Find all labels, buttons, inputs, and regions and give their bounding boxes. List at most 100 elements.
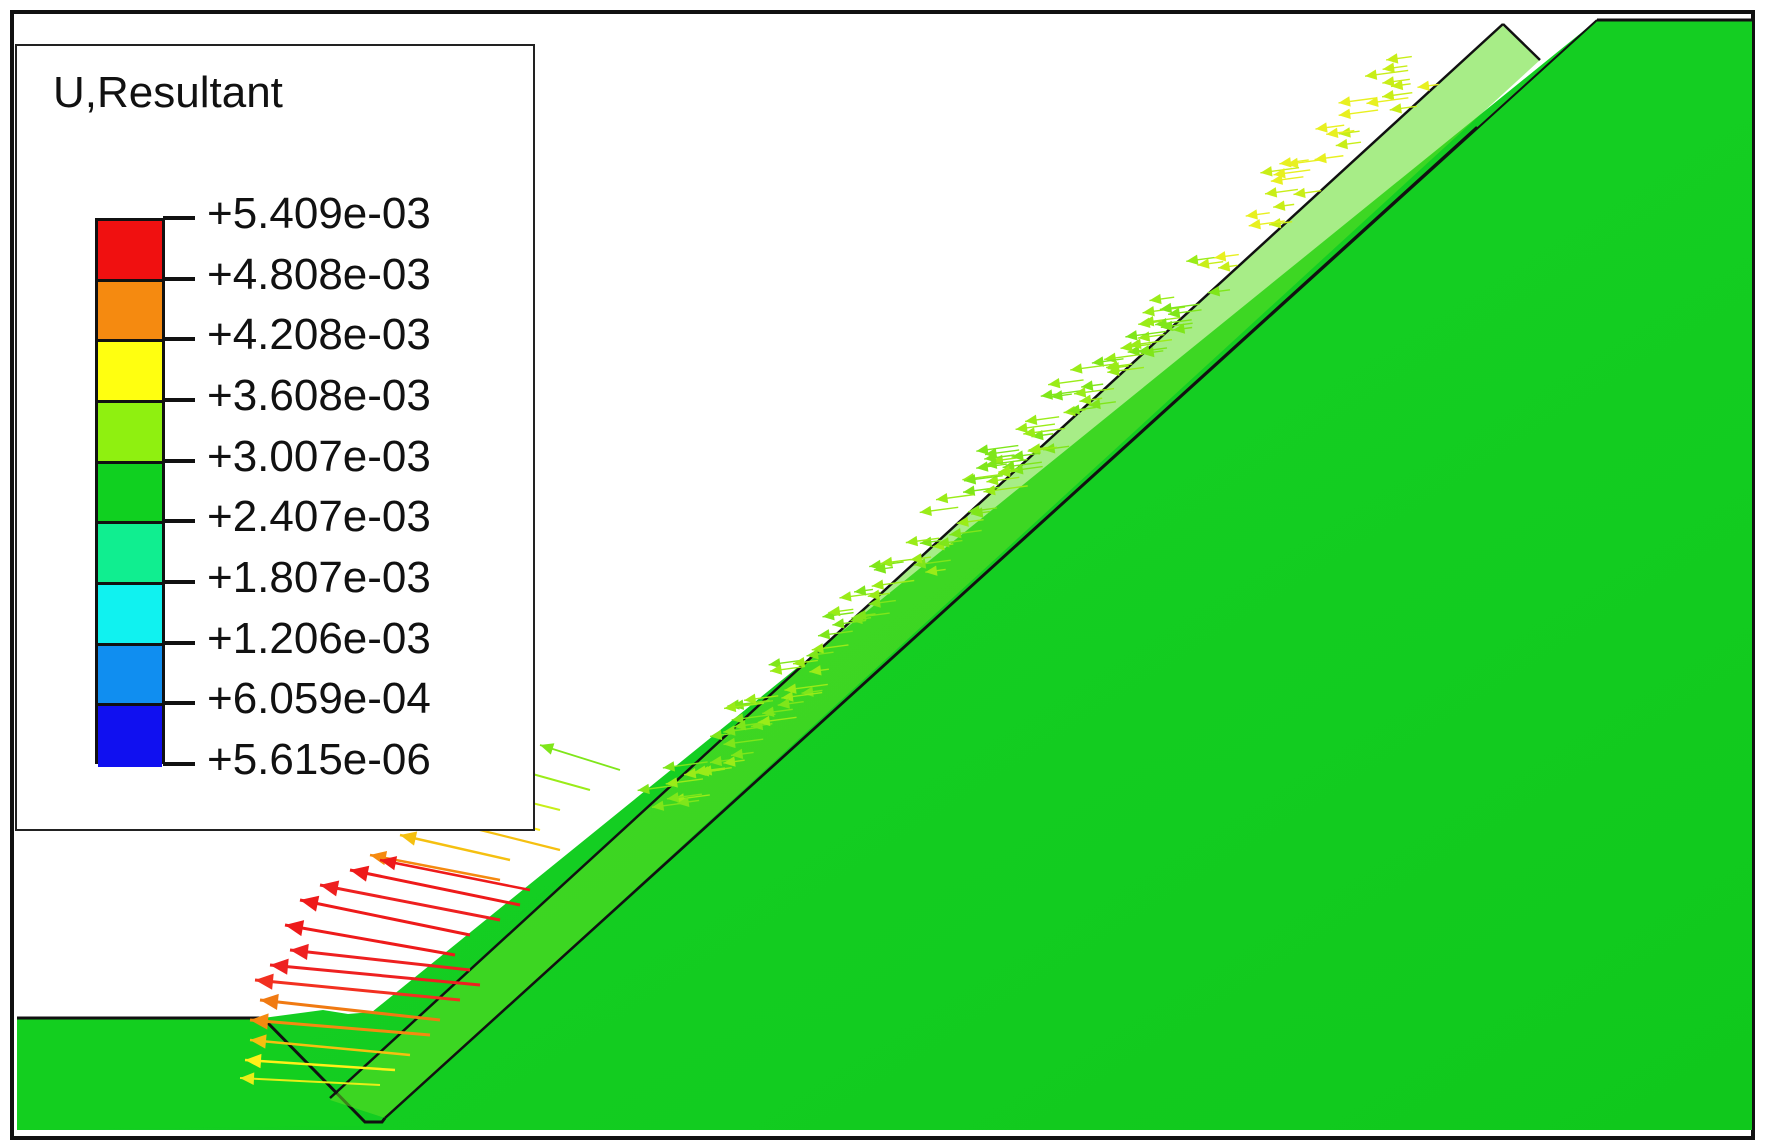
vector-head [1286, 157, 1299, 169]
vector-head [809, 665, 822, 676]
vector-head [709, 755, 723, 767]
vector-head [1315, 122, 1328, 133]
legend-value-label: +3.608e-03 [207, 371, 431, 420]
vector-head [983, 485, 996, 496]
vector-head [723, 756, 736, 767]
legend-title: U,Resultant [53, 68, 283, 117]
vector-shaft [289, 948, 471, 972]
vector-shaft [269, 963, 481, 987]
vector-head [1142, 346, 1155, 358]
vector-head [731, 748, 744, 760]
vector-head [731, 713, 744, 724]
vector-head [963, 485, 976, 496]
vector-head [684, 768, 697, 779]
layer-cap-edge [1502, 23, 1541, 61]
vector-head [784, 683, 797, 694]
vector-head [1155, 317, 1168, 329]
vector-head [723, 737, 736, 749]
toe-outline [17, 1016, 387, 1124]
vector-head [1213, 251, 1227, 262]
vector-head [762, 706, 775, 718]
legend-tick [163, 640, 195, 645]
vector-head [250, 1034, 267, 1049]
legend-value-label: +4.808e-03 [207, 249, 431, 299]
legend-value-label: +6.059e-04 [207, 674, 431, 724]
vector-head [285, 920, 305, 937]
vector-head [873, 563, 887, 574]
vector-head [350, 865, 370, 882]
vector-head [731, 699, 745, 710]
vector-head [1390, 79, 1404, 91]
vector-head [811, 643, 824, 654]
vector-head [1127, 345, 1140, 356]
vector-head [871, 579, 884, 590]
vector-head [1107, 365, 1120, 377]
vector-head [260, 993, 279, 1011]
vector-head [1172, 323, 1186, 334]
vector-head [919, 536, 933, 547]
vector-head [300, 895, 320, 912]
vector-head [1207, 286, 1221, 297]
slope-body [17, 20, 1752, 1130]
legend-swatch [98, 463, 162, 525]
vector-head [806, 649, 819, 660]
vector-head [986, 475, 999, 486]
vector-head [850, 613, 863, 625]
vector-head [1040, 389, 1053, 400]
legend-swatch [98, 524, 162, 585]
vector-head [1314, 152, 1327, 164]
legend-value-label: +5.615e-06 [207, 735, 431, 784]
legend-tick [163, 398, 195, 402]
vector-head [832, 618, 845, 629]
vector-head [245, 1053, 262, 1069]
vector-head [919, 505, 932, 517]
toe-ground [17, 1018, 368, 1130]
vector-head [880, 556, 893, 568]
vector-head [1074, 387, 1087, 398]
vector-head [290, 943, 309, 961]
vector-head [250, 1013, 269, 1030]
vector-head [854, 585, 867, 596]
vector-head [540, 743, 555, 755]
vector-head [710, 729, 723, 741]
legend-value-label: +4.208e-03 [207, 310, 431, 360]
vector-head [270, 958, 289, 975]
vector-head [1245, 209, 1258, 220]
vector-head [1186, 254, 1199, 265]
vector-head [1142, 306, 1155, 317]
vector-head [1197, 258, 1210, 269]
vector-head [793, 657, 806, 668]
vector-head [1091, 356, 1105, 367]
vector-head [1269, 218, 1282, 229]
vector-head [724, 701, 737, 713]
vector-head [677, 796, 690, 808]
vector-head [400, 831, 418, 846]
vector-head [1365, 69, 1378, 80]
vector-head [1168, 307, 1181, 318]
vector-head [1273, 200, 1286, 211]
vector-head [1011, 450, 1024, 461]
vector-shaft [239, 1077, 381, 1086]
vector-head [758, 715, 771, 727]
vector-head [665, 777, 678, 788]
vector-head [1138, 317, 1151, 328]
vector-head [1067, 404, 1081, 415]
vector-head [1389, 103, 1402, 114]
vector-head [1260, 166, 1273, 177]
vector-head [937, 537, 950, 548]
vector-head [781, 691, 794, 702]
legend-value-label: +1.807e-03 [207, 553, 431, 602]
vector-head [723, 725, 736, 736]
vector-head [839, 591, 852, 602]
vector-head [1326, 127, 1339, 138]
vector-head [1120, 341, 1133, 352]
vector-head [998, 465, 1011, 476]
vector-head [817, 629, 831, 640]
vector-head [1338, 96, 1351, 107]
legend-value-label: +3.007e-03 [207, 431, 431, 481]
vector-head [651, 800, 665, 811]
vector-head [1015, 422, 1028, 433]
legend-tick [163, 519, 195, 524]
vector-head [963, 474, 977, 485]
